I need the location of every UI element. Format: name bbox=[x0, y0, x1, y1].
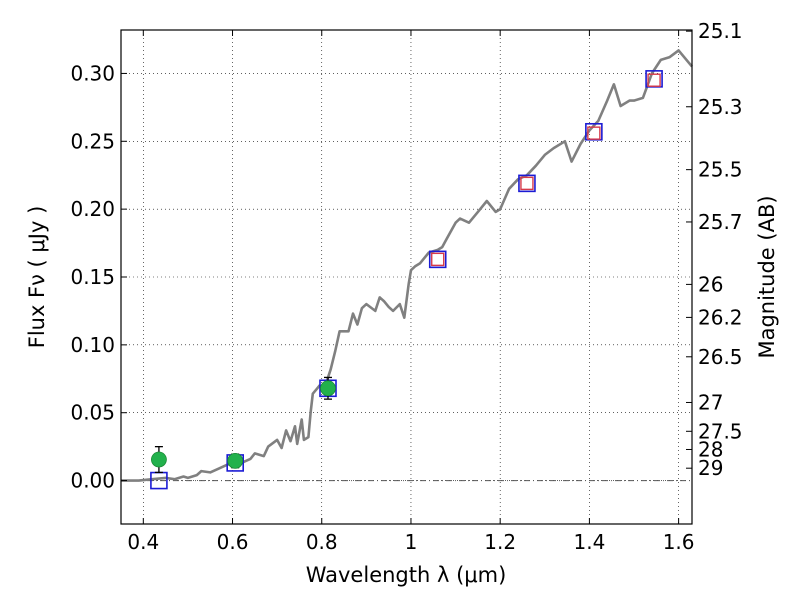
observed-point bbox=[227, 452, 244, 469]
ir-square bbox=[587, 126, 601, 140]
y-axis-ticks: 0.00 0.05 0.10 0.15 0.20 0.25 0.30 bbox=[70, 61, 127, 493]
observed-point bbox=[320, 380, 336, 397]
magnitude-tick-label: 27.5 bbox=[698, 419, 743, 443]
magnitude-tick-label: 25.3 bbox=[698, 95, 743, 119]
y-tick-label: 0.25 bbox=[70, 129, 115, 153]
y-tick-label: 0.05 bbox=[70, 401, 115, 425]
magnitude-tick-label: 28 bbox=[698, 437, 723, 461]
magnitude-tick-label: 26 bbox=[698, 272, 723, 296]
y-tick-label: 0.20 bbox=[70, 197, 115, 221]
plot-background bbox=[121, 30, 692, 524]
spectrum-series bbox=[121, 49, 694, 482]
x-axis-label: Wavelength λ (μm) bbox=[306, 563, 507, 587]
magnitude-tick-label: 25.5 bbox=[698, 158, 743, 182]
magnitude-tick-label: 29 bbox=[698, 456, 723, 480]
x-tick-label: 1.4 bbox=[573, 530, 605, 554]
x-axis-ticks: 0.4 0.6 0.8 1 1.2 1.4 1.6 bbox=[127, 30, 695, 554]
x-tick-label: 0.8 bbox=[306, 530, 338, 554]
model-square bbox=[518, 174, 536, 193]
x-tick-label: 0.6 bbox=[217, 530, 249, 554]
magnitude-tick-label: 25.7 bbox=[698, 210, 743, 234]
magnitude-tick-label: 26.2 bbox=[698, 305, 743, 329]
y-axis-label: Flux Fν ( μJy ) bbox=[25, 206, 49, 349]
magnitude-tick-label: 25.1 bbox=[698, 19, 743, 43]
y-tick-label: 0.10 bbox=[70, 333, 115, 357]
x-tick-label: 0.4 bbox=[127, 530, 159, 554]
x-tick-label: 1.6 bbox=[663, 530, 695, 554]
spectrum-line bbox=[121, 49, 694, 482]
model-square bbox=[428, 250, 447, 269]
magnitude-tick-label: 27 bbox=[698, 390, 723, 414]
ir-square bbox=[431, 252, 445, 267]
magnitude-tick-label: 26.5 bbox=[698, 345, 743, 369]
magnitude-axis-label: Magnitude (AB) bbox=[755, 195, 779, 358]
x-tick-label: 1.2 bbox=[484, 530, 516, 554]
photometry-points bbox=[150, 70, 663, 490]
y-tick-label: 0.30 bbox=[70, 61, 115, 85]
y-tick-label: 0.15 bbox=[70, 265, 115, 289]
ir-square bbox=[647, 73, 661, 87]
ir-square bbox=[520, 176, 534, 191]
y-tick-label: 0.00 bbox=[70, 469, 115, 493]
observed-point bbox=[151, 451, 167, 468]
x-tick-label: 1 bbox=[405, 530, 418, 554]
